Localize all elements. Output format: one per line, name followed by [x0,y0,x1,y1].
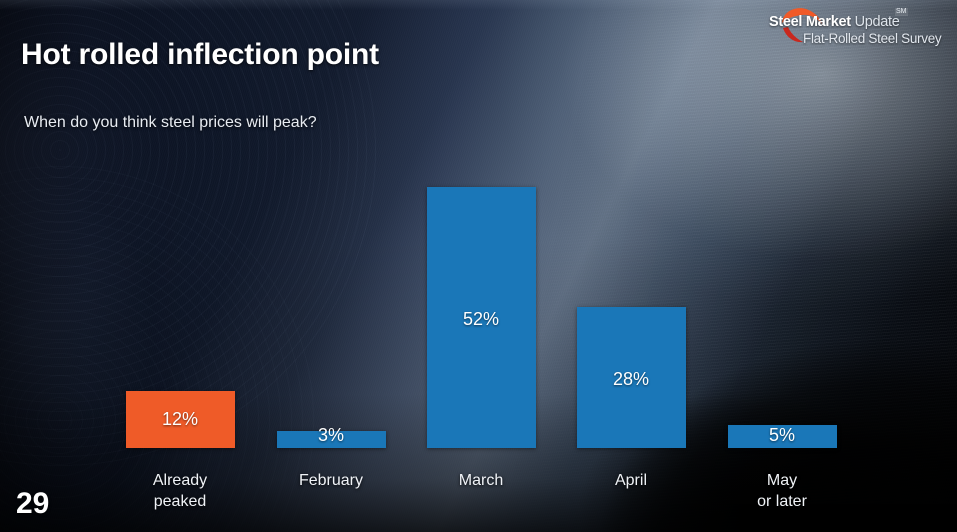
bar [427,187,536,448]
bar-group: 5% May or later [707,0,857,532]
bar-category-label: April [614,472,647,489]
smu-logo: Steel Market Update SM Flat-Rolled Steel… [757,6,951,48]
swoosh-icon [782,8,822,43]
bar-group: 52% March [406,0,556,532]
bar [728,425,837,448]
trademark-mark: SM [895,8,908,16]
bar-group: 12% Already peaked [105,0,255,532]
bar-category-label: March [458,472,504,489]
logo-brand-bold: Steel Market [769,14,851,30]
bar [126,391,235,448]
bar [577,307,686,448]
bar-group: 28% April [556,0,706,532]
page-number: 29 [16,487,50,520]
logo-brand-light: Update [850,14,900,30]
logo-text: Steel Market Update SM Flat-Rolled Steel… [757,6,951,48]
bar-category-label: Already peaked [152,472,208,510]
logo-brand-line: Steel Market Update [769,14,900,30]
survey-question: When do you think steel prices will peak… [24,114,317,131]
bar-category-label: May or later [757,472,807,510]
bar-category-label: February [298,472,364,489]
slide-title: Hot rolled inflection point [21,38,379,71]
logo-tagline: Flat-Rolled Steel Survey [803,31,942,46]
bar [277,431,386,448]
bar-group: 3% February [256,0,406,532]
